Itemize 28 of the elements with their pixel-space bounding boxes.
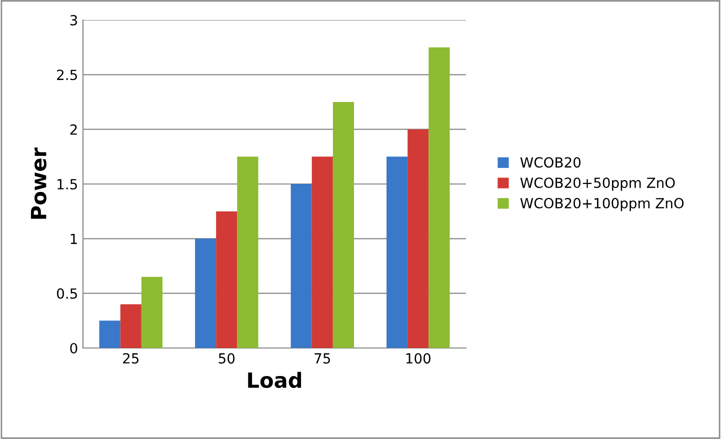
x-axis-title: Load [248, 372, 302, 388]
y-tick-label: 1.5 [58, 179, 77, 190]
y-tick-label: 1 [70, 234, 77, 244]
bar [120, 304, 142, 348]
bar [312, 156, 333, 348]
y-tick-label: 3 [70, 14, 78, 26]
y-tick-label: 0.5 [56, 288, 77, 299]
x-tick-label: 25 [123, 353, 138, 364]
legend-label: WCOB20+50ppm ZnO [520, 178, 675, 191]
legend-label: WCOB20+100ppm ZnO [520, 198, 684, 212]
bar [386, 156, 408, 348]
bar [408, 129, 429, 348]
x-tick-label: 75 [314, 353, 330, 364]
y-tick-label: 0 [70, 342, 78, 354]
x-tick-label: 50 [218, 353, 235, 364]
y-tick-label: 2 [70, 124, 77, 135]
bar [141, 276, 162, 348]
bar [237, 156, 258, 348]
y-tick-label: 2.5 [57, 70, 77, 80]
bar [428, 47, 450, 348]
bar [195, 238, 216, 348]
y-axis-title: Power [30, 147, 46, 219]
bar [99, 320, 120, 348]
bar [216, 211, 238, 348]
bar [332, 102, 354, 348]
bar [290, 184, 312, 348]
x-tick-label: 100 [406, 353, 430, 364]
legend-label: WCOB20 [520, 157, 581, 168]
